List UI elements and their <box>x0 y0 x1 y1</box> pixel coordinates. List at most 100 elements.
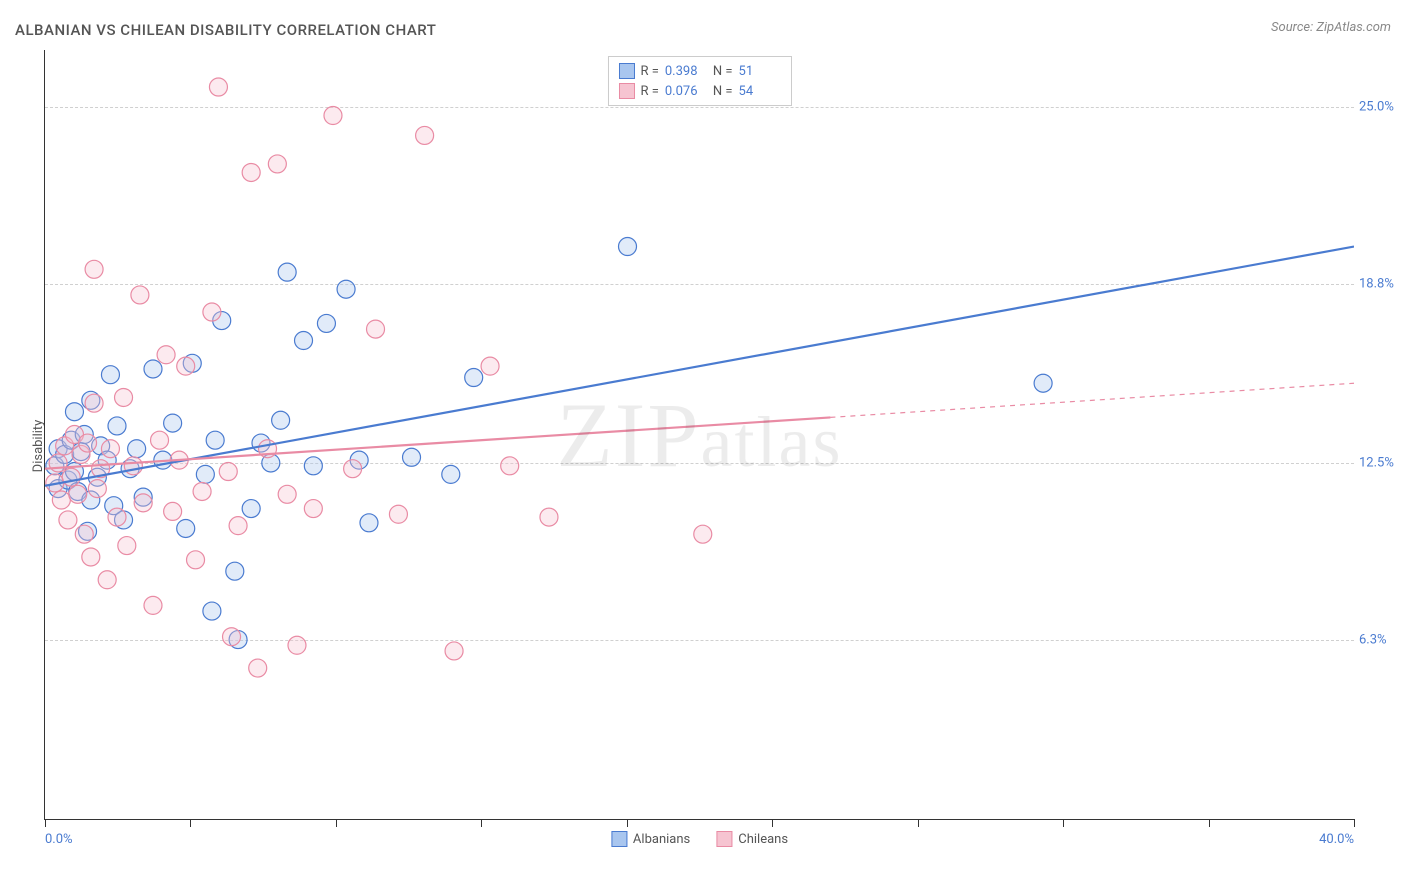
data-point <box>128 440 146 458</box>
data-point <box>367 320 385 338</box>
data-point <box>196 465 214 483</box>
data-point <box>268 155 286 173</box>
legend-stats-row: R = 0.076 N = 54 <box>618 81 780 101</box>
legend-series: Albanians Chileans <box>611 831 788 847</box>
data-point <box>157 346 175 364</box>
data-point <box>75 525 93 543</box>
data-point <box>203 303 221 321</box>
data-point <box>98 571 116 589</box>
data-point <box>540 508 558 526</box>
chart-svg <box>45 50 1354 819</box>
data-point <box>206 431 224 449</box>
data-point <box>69 485 87 503</box>
data-point <box>124 457 142 475</box>
x-tick <box>1354 819 1355 827</box>
data-point <box>619 238 637 256</box>
data-point <box>59 511 77 529</box>
data-point <box>288 636 306 654</box>
data-point <box>62 468 80 486</box>
data-point <box>304 500 322 518</box>
stat-label-n: N = <box>713 84 733 99</box>
legend-label: Albanians <box>633 832 690 847</box>
data-point <box>187 551 205 569</box>
data-point <box>131 286 149 304</box>
data-point <box>85 394 103 412</box>
data-point <box>317 314 335 332</box>
data-point <box>324 107 342 125</box>
x-tick <box>772 819 773 827</box>
data-point <box>694 525 712 543</box>
x-tick <box>45 819 46 827</box>
data-point <box>134 494 152 512</box>
legend-item-chileans: Chileans <box>716 831 788 847</box>
y-tick-label: 6.3% <box>1359 632 1406 647</box>
stat-value-n: 54 <box>739 84 781 99</box>
data-point <box>101 366 119 384</box>
data-point <box>337 280 355 298</box>
data-point <box>249 659 267 677</box>
data-point <box>1034 374 1052 392</box>
x-tick <box>336 819 337 827</box>
data-point <box>416 126 434 144</box>
data-point <box>242 163 260 181</box>
data-point <box>203 602 221 620</box>
legend-label: Chileans <box>738 832 788 847</box>
trend-line-extrapolated <box>830 383 1354 417</box>
legend-swatch-chileans <box>618 83 634 99</box>
x-tick <box>627 819 628 827</box>
data-point <box>144 360 162 378</box>
data-point <box>79 434 97 452</box>
stat-value-n: 51 <box>739 64 781 79</box>
data-point <box>177 519 195 537</box>
data-point <box>108 417 126 435</box>
source-label: Source: ZipAtlas.com <box>1271 20 1391 35</box>
legend-swatch-albanians <box>618 63 634 79</box>
data-point <box>360 514 378 532</box>
data-point <box>209 78 227 96</box>
chart-title: ALBANIAN VS CHILEAN DISABILITY CORRELATI… <box>15 21 436 39</box>
stat-value-r: 0.076 <box>665 84 707 99</box>
data-point <box>278 485 296 503</box>
data-point <box>151 431 169 449</box>
legend-stats-row: R = 0.398 N = 51 <box>618 61 780 81</box>
data-point <box>52 491 70 509</box>
data-point <box>481 357 499 375</box>
data-point <box>164 502 182 520</box>
data-point <box>501 457 519 475</box>
data-point <box>223 628 241 646</box>
y-tick-label: 18.8% <box>1359 276 1406 291</box>
y-tick-label: 25.0% <box>1359 99 1406 114</box>
data-point <box>295 332 313 350</box>
data-point <box>164 414 182 432</box>
stat-label-r: R = <box>640 84 658 99</box>
x-tick <box>190 819 191 827</box>
data-point <box>101 440 119 458</box>
stat-label-n: N = <box>713 64 733 79</box>
data-point <box>442 465 460 483</box>
data-point <box>229 517 247 535</box>
y-tick-label: 12.5% <box>1359 455 1406 470</box>
trend-line <box>45 247 1354 486</box>
data-point <box>278 263 296 281</box>
data-point <box>389 505 407 523</box>
data-point <box>304 457 322 475</box>
x-tick <box>1063 819 1064 827</box>
data-point <box>108 508 126 526</box>
data-point <box>219 463 237 481</box>
x-axis-end-label: 40.0% <box>1319 832 1354 847</box>
data-point <box>144 596 162 614</box>
data-point <box>344 460 362 478</box>
legend-item-albanians: Albanians <box>611 831 690 847</box>
data-point <box>272 411 290 429</box>
data-point <box>85 260 103 278</box>
data-point <box>88 480 106 498</box>
stat-label-r: R = <box>640 64 658 79</box>
data-point <box>226 562 244 580</box>
data-point <box>115 388 133 406</box>
x-tick <box>1209 819 1210 827</box>
legend-stats: R = 0.398 N = 51 R = 0.076 N = 54 <box>607 56 791 106</box>
data-point <box>445 642 463 660</box>
stat-value-r: 0.398 <box>665 64 707 79</box>
data-point <box>82 548 100 566</box>
data-point <box>465 369 483 387</box>
